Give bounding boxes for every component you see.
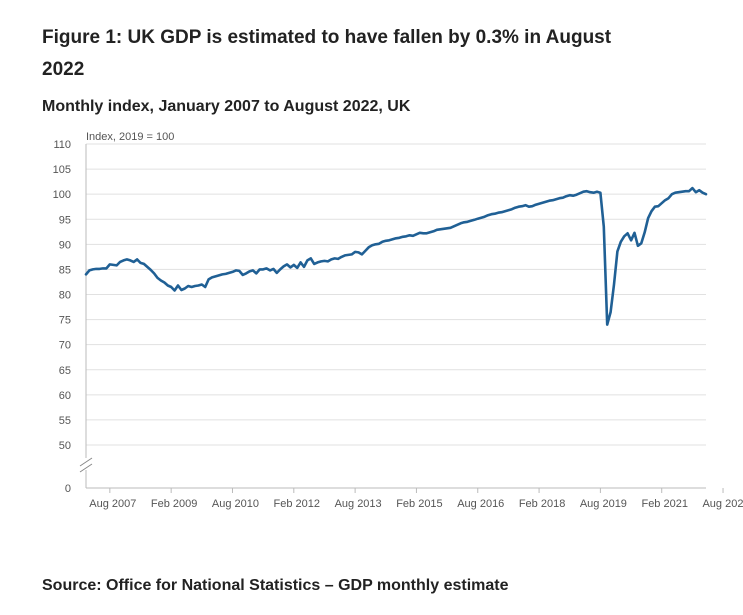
y-tick-label-105: 105 xyxy=(53,164,71,176)
y-tick-label-0: 0 xyxy=(65,483,71,495)
x-tick-label-0: Aug 2007 xyxy=(89,498,136,510)
y-tick-label-65: 65 xyxy=(59,365,71,377)
y-axis-label-bg xyxy=(84,126,214,138)
y-tick-label-110: 110 xyxy=(53,139,71,151)
y-axis-break-icon xyxy=(79,457,93,473)
chart-title: Figure 1: UK GDP is estimated to have fa… xyxy=(42,27,612,80)
chart-subtitle: Monthly index, January 2007 to August 20… xyxy=(42,98,411,115)
series-layer xyxy=(84,186,708,326)
axis-break-marker xyxy=(79,457,93,473)
source-note: Source: Office for National Statistics –… xyxy=(42,577,509,594)
y-axis-ticks: 0 50 55 60 65 70 75 80 85 90 95 100 105 110 xyxy=(53,139,71,495)
gridlines xyxy=(85,143,706,488)
x-tick-label-10: Aug 2022 xyxy=(702,498,743,510)
series-line-0 xyxy=(84,186,708,326)
y-axis-label: Index, 2019 = 100 xyxy=(86,131,174,143)
y-tick-label-70: 70 xyxy=(59,340,71,352)
y-tick-label-100: 100 xyxy=(53,189,71,201)
line-chart: 0 50 55 60 65 70 75 80 85 90 95 100 105 110 Aug 2007 F… xyxy=(52,126,743,510)
y-tick-label-90: 90 xyxy=(59,239,71,251)
x-tick-label-1: Feb 2009 xyxy=(151,498,197,510)
x-tick-label-2: Aug 2010 xyxy=(212,498,259,510)
y-tick-label-55: 55 xyxy=(59,415,71,427)
y-tick-label-85: 85 xyxy=(59,264,71,276)
x-tick-label-4: Aug 2013 xyxy=(335,498,382,510)
y-tick-label-80: 80 xyxy=(59,290,71,302)
x-tick-label-9: Feb 2021 xyxy=(641,498,687,510)
y-tick-label-50: 50 xyxy=(59,440,71,452)
x-tick-label-6: Aug 2016 xyxy=(457,498,504,510)
x-tick-label-8: Aug 2019 xyxy=(580,498,627,510)
x-axis: Aug 2007 Feb 2009 Aug 2010 Feb 2012 Aug 2013… xyxy=(86,487,743,510)
y-tick-label-75: 75 xyxy=(59,315,71,327)
x-tick-label-7: Feb 2018 xyxy=(519,498,565,510)
x-tick-label-3: Feb 2012 xyxy=(274,498,320,510)
y-tick-label-95: 95 xyxy=(59,214,71,226)
x-tick-label-5: Feb 2015 xyxy=(396,498,442,510)
y-tick-label-60: 60 xyxy=(59,390,71,402)
